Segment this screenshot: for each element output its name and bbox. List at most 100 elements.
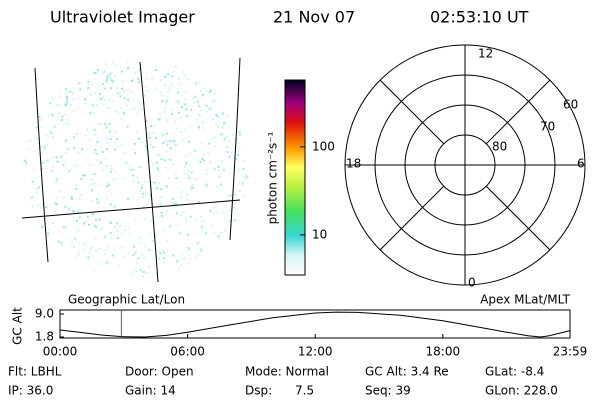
pixel: [41, 161, 44, 164]
pixel: [66, 101, 69, 104]
pixel: [66, 147, 69, 150]
pixel: [205, 168, 208, 171]
pixel: [180, 195, 183, 198]
mlt-label: 18: [346, 157, 361, 171]
pixel: [148, 131, 151, 134]
x-tick-label: 18:00: [426, 345, 461, 359]
pixel: [106, 142, 109, 144]
pixel: [97, 122, 100, 125]
pixel: [238, 130, 241, 133]
pixel: [192, 97, 195, 100]
pixel: [188, 176, 191, 179]
pixel: [50, 131, 53, 134]
pixel: [216, 115, 219, 118]
pixel: [110, 170, 112, 173]
pixel: [160, 196, 163, 199]
info-field: GLon: 228.0: [485, 384, 558, 398]
pixel: [118, 264, 121, 267]
pixel: [94, 249, 97, 252]
pixel: [242, 168, 245, 170]
mlt-label: 0: [468, 276, 476, 290]
pixel: [165, 100, 168, 103]
pixel: [123, 111, 125, 114]
pixel: [227, 114, 230, 117]
pixel: [35, 137, 38, 140]
pixel: [197, 254, 199, 257]
pixel: [138, 101, 140, 104]
pixel: [183, 257, 186, 260]
pixel: [93, 269, 95, 272]
image: [23, 60, 249, 278]
plot-frame: [59, 309, 571, 339]
pixel: [96, 201, 99, 203]
pixel: [170, 109, 173, 111]
pixel: [72, 109, 75, 112]
pixel: [156, 167, 159, 170]
pixel: [113, 205, 116, 208]
pixel: [184, 128, 187, 131]
pixel: [134, 152, 136, 155]
pixel: [166, 119, 169, 122]
pixel: [143, 102, 146, 105]
pixel: [66, 97, 69, 100]
info-field: Gain: 14: [125, 384, 176, 398]
pixel: [55, 197, 58, 200]
pixel: [119, 95, 122, 98]
pixel: [64, 139, 67, 142]
pixel: [170, 112, 173, 115]
pixel: [94, 224, 97, 227]
pixel: [218, 175, 221, 178]
pixel: [24, 161, 27, 164]
pixel: [64, 113, 67, 116]
pixel: [127, 98, 130, 101]
pixel: [198, 105, 201, 108]
pixel: [139, 68, 141, 71]
pixel: [158, 259, 161, 262]
pixel: [214, 145, 217, 148]
info-field: Door: Open: [125, 365, 194, 379]
pixel: [208, 107, 211, 110]
pixel: [55, 178, 58, 181]
pixel: [44, 147, 47, 150]
x-tick-label: 12:00: [298, 345, 333, 359]
pixel: [160, 133, 163, 136]
pixel: [171, 202, 174, 205]
pixel: [228, 156, 231, 158]
pixel: [180, 131, 183, 134]
pixel: [140, 141, 143, 143]
pixel: [202, 159, 205, 162]
pixel: [45, 134, 48, 137]
pixel: [145, 86, 148, 89]
pixel: [38, 186, 41, 189]
pixel: [93, 152, 96, 155]
pixel: [159, 79, 162, 82]
pixel: [149, 193, 152, 196]
pixel: [70, 198, 73, 201]
pixel: [109, 221, 112, 224]
pixel: [165, 166, 168, 169]
pixel: [109, 130, 111, 133]
pixel: [180, 117, 182, 120]
pixel: [110, 191, 113, 194]
pixel: [179, 232, 182, 235]
pixel: [134, 72, 137, 75]
pixel: [174, 172, 177, 175]
pixel: [98, 248, 100, 250]
pixel: [165, 150, 168, 153]
pixel: [112, 177, 115, 180]
pixel: [77, 210, 80, 213]
pixel: [169, 139, 172, 142]
pixel: [233, 206, 236, 209]
info-field: Seq: 39: [365, 384, 411, 398]
pixel: [55, 156, 58, 159]
pixel: [186, 114, 189, 117]
pixel: [80, 148, 83, 151]
pixel: [77, 254, 80, 257]
pixel: [173, 203, 176, 206]
pixel: [70, 104, 72, 106]
pixel: [172, 140, 175, 143]
pixel: [159, 91, 162, 94]
pixel: [30, 138, 33, 141]
pixel: [158, 257, 160, 259]
